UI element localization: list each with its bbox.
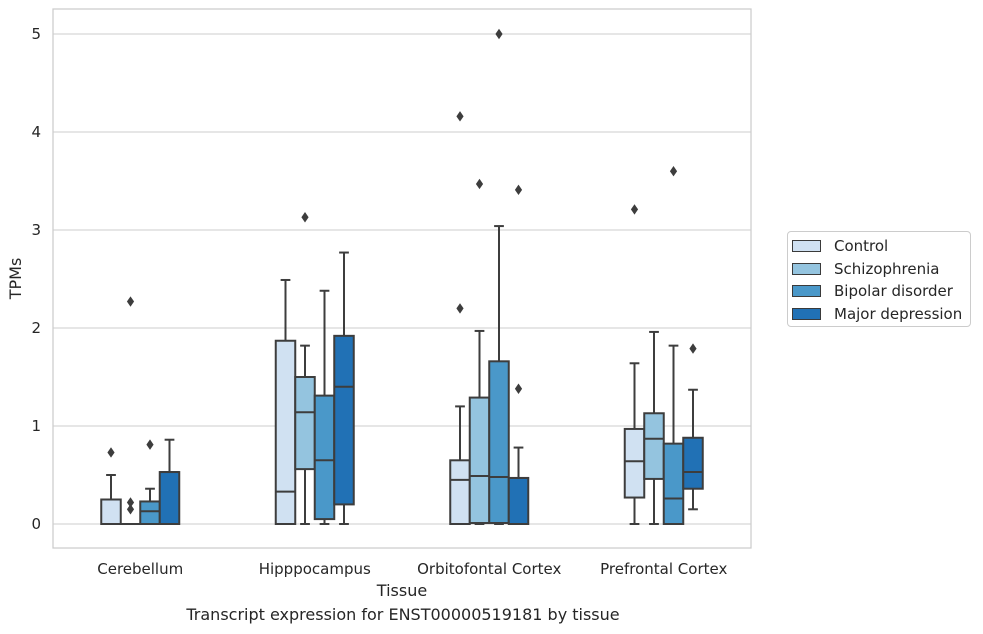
outlier-point [107,447,115,458]
outlier-point [514,184,523,196]
legend-item: Schizophrenia [792,258,970,281]
legend-label: Control [834,237,889,256]
box-bipolar-disorder [488,28,510,525]
box-iqr [449,459,471,525]
box-iqr [662,442,685,526]
box-iqr [274,339,297,525]
box-schizophrenia [294,212,316,525]
box-iqr [488,360,510,525]
legend-label: Schizophrenia [834,259,940,278]
outlier-point [630,204,639,215]
y-tick-label: 5 [31,25,41,43]
y-tick-label: 3 [31,221,41,239]
box-iqr [158,471,181,525]
x-tick-labels: Cerebellum Hipppocampus Orbitofontal Corte… [97,560,727,578]
box-iqr [139,500,161,525]
box-iqr [100,498,122,525]
x-tick-label: Hipppocampus [259,560,371,578]
box-bipolar-disorder [313,289,336,525]
outlier-point [126,504,135,515]
y-tick-labels: 0 1 2 3 4 5 [31,25,41,533]
x-tick-label: Cerebellum [97,560,183,578]
legend-swatch [792,308,821,321]
outlier-point [669,166,678,177]
box-major-depression [333,251,355,525]
figure-caption: Transcript expression for ENST0000051918… [186,605,620,624]
outlier-point [456,303,464,314]
y-axis-title: TPMs [6,258,25,301]
outlier-point [495,28,503,40]
box-schizophrenia [643,330,665,525]
outlier-point [126,497,135,508]
box-iqr [468,396,491,525]
outlier-point [301,212,309,223]
x-tick-label: Prefrontal Cortex [600,560,727,578]
box-iqr [313,394,336,521]
box-major-depression [507,184,530,526]
outlier-point [146,439,154,450]
legend-item: Bipolar disorder [792,280,970,303]
box-iqr [643,412,665,480]
box-control [623,204,646,525]
legend-item: Major depression [792,303,970,326]
box-major-depression [158,438,181,525]
outlier-point [456,111,464,122]
legend-swatch [792,240,821,253]
y-tick-label: 0 [31,515,41,533]
box-major-depression [682,343,704,511]
box-iqr [294,376,316,471]
y-tick-label: 2 [31,319,41,337]
box-schizophrenia [119,296,142,526]
y-tick-label: 4 [31,123,41,141]
box-iqr [623,427,646,499]
box-control [100,447,122,525]
legend-label: Bipolar disorder [834,282,953,301]
plot-frame [52,8,752,549]
y-tick-label: 1 [31,417,41,435]
box-bipolar-disorder [139,439,161,525]
box-control [449,111,471,525]
outlier-point [689,343,697,354]
box-plot-series [100,28,704,526]
box-iqr [333,334,355,506]
legend-swatch [792,285,821,298]
legend-item: Control [792,235,970,258]
x-tick-label: Orbitofontal Cortex [417,560,561,578]
chart-legend: Control Schizophrenia Bipolar disorder Majo… [787,231,971,327]
outlier-point [475,178,484,190]
box-iqr [682,436,704,490]
box-schizophrenia [468,178,491,525]
legend-swatch [792,262,821,275]
box-bipolar-disorder [662,166,685,526]
outlier-point [514,383,523,394]
legend-label: Major depression [834,305,963,324]
outlier-point [126,296,135,307]
box-control [274,278,297,525]
box-iqr [507,476,530,526]
x-axis-title: Tissue [376,581,427,600]
